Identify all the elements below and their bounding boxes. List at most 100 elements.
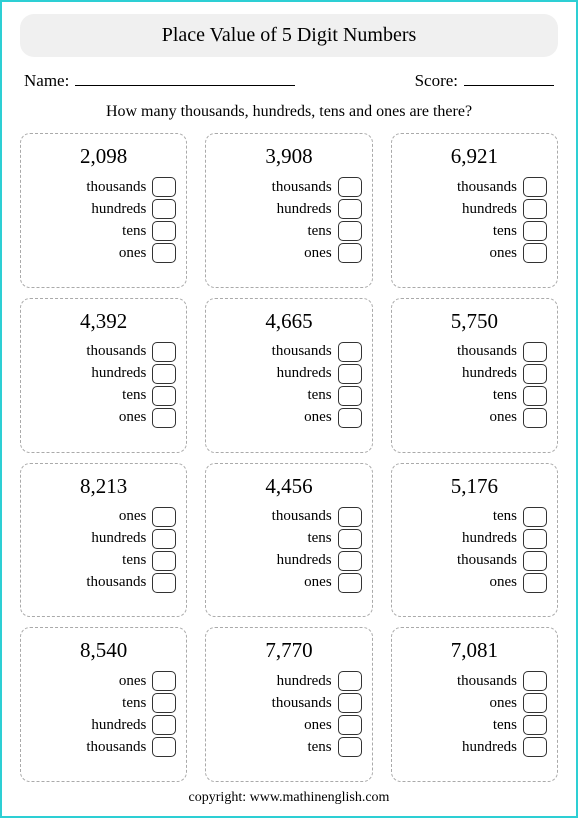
place-value-label: thousands <box>86 179 146 196</box>
answer-box[interactable] <box>523 715 547 735</box>
place-value-row: hundreds <box>402 364 547 384</box>
answer-box[interactable] <box>523 408 547 428</box>
answer-box[interactable] <box>152 573 176 593</box>
answer-box[interactable] <box>523 693 547 713</box>
problem-card: 4,456thousandstenshundredsones <box>205 463 372 618</box>
place-value-row: thousands <box>31 342 176 362</box>
problem-card: 8,540onestenshundredsthousands <box>20 627 187 782</box>
problem-number: 2,098 <box>31 144 176 169</box>
place-value-row: ones <box>31 243 176 263</box>
place-value-row: tens <box>402 507 547 527</box>
place-value-row: tens <box>402 386 547 406</box>
place-value-row: tens <box>31 551 176 571</box>
answer-box[interactable] <box>338 243 362 263</box>
answer-box[interactable] <box>523 573 547 593</box>
problem-number: 5,750 <box>402 309 547 334</box>
place-value-label: tens <box>122 387 146 404</box>
answer-box[interactable] <box>523 199 547 219</box>
answer-box[interactable] <box>338 551 362 571</box>
place-value-row: tens <box>216 529 361 549</box>
answer-box[interactable] <box>152 715 176 735</box>
answer-box[interactable] <box>338 671 362 691</box>
place-value-label: hundreds <box>91 530 146 547</box>
answer-box[interactable] <box>152 529 176 549</box>
place-value-label: hundreds <box>462 201 517 218</box>
answer-box[interactable] <box>152 408 176 428</box>
answer-box[interactable] <box>338 386 362 406</box>
place-value-label: tens <box>493 387 517 404</box>
place-value-row: thousands <box>31 573 176 593</box>
answer-box[interactable] <box>338 529 362 549</box>
answer-box[interactable] <box>338 507 362 527</box>
answer-box[interactable] <box>523 177 547 197</box>
place-value-label: ones <box>489 409 517 426</box>
place-value-label: tens <box>307 387 331 404</box>
place-value-label: ones <box>304 717 332 734</box>
answer-box[interactable] <box>338 199 362 219</box>
answer-box[interactable] <box>523 243 547 263</box>
place-value-row: hundreds <box>216 551 361 571</box>
answer-box[interactable] <box>338 342 362 362</box>
place-value-label: tens <box>122 223 146 240</box>
problem-number: 7,081 <box>402 638 547 663</box>
answer-box[interactable] <box>338 715 362 735</box>
answer-box[interactable] <box>152 507 176 527</box>
answer-box[interactable] <box>152 221 176 241</box>
place-value-row: ones <box>402 243 547 263</box>
problem-card: 6,921thousandshundredstensones <box>391 133 558 288</box>
place-value-row: tens <box>31 221 176 241</box>
answer-box[interactable] <box>152 551 176 571</box>
problem-number: 5,176 <box>402 474 547 499</box>
place-value-row: ones <box>216 408 361 428</box>
answer-box[interactable] <box>152 671 176 691</box>
place-value-label: tens <box>307 530 331 547</box>
place-value-row: thousands <box>216 507 361 527</box>
place-value-label: hundreds <box>91 365 146 382</box>
answer-box[interactable] <box>338 737 362 757</box>
answer-box[interactable] <box>338 693 362 713</box>
answer-box[interactable] <box>152 364 176 384</box>
answer-box[interactable] <box>152 199 176 219</box>
answer-box[interactable] <box>152 386 176 406</box>
place-value-row: thousands <box>402 177 547 197</box>
place-value-label: tens <box>493 717 517 734</box>
answer-box[interactable] <box>523 737 547 757</box>
answer-box[interactable] <box>338 408 362 428</box>
place-value-label: thousands <box>457 179 517 196</box>
answer-box[interactable] <box>523 551 547 571</box>
answer-box[interactable] <box>523 342 547 362</box>
name-input-line[interactable] <box>75 85 295 86</box>
place-value-row: tens <box>402 715 547 735</box>
place-value-row: hundreds <box>402 529 547 549</box>
answer-box[interactable] <box>523 386 547 406</box>
place-value-row: thousands <box>402 671 547 691</box>
problem-card: 2,098thousandshundredstensones <box>20 133 187 288</box>
score-input-line[interactable] <box>464 85 554 86</box>
answer-box[interactable] <box>523 529 547 549</box>
place-value-label: hundreds <box>462 530 517 547</box>
place-value-label: thousands <box>457 673 517 690</box>
copyright-footer: copyright: www.mathinenglish.com <box>20 790 558 806</box>
answer-box[interactable] <box>152 177 176 197</box>
answer-box[interactable] <box>523 364 547 384</box>
answer-box[interactable] <box>152 342 176 362</box>
place-value-row: tens <box>216 737 361 757</box>
answer-box[interactable] <box>523 221 547 241</box>
problem-number: 6,921 <box>402 144 547 169</box>
problem-number: 3,908 <box>216 144 361 169</box>
place-value-row: ones <box>31 671 176 691</box>
answer-box[interactable] <box>338 573 362 593</box>
answer-box[interactable] <box>152 693 176 713</box>
answer-box[interactable] <box>152 243 176 263</box>
answer-box[interactable] <box>152 737 176 757</box>
place-value-row: hundreds <box>402 199 547 219</box>
answer-box[interactable] <box>523 507 547 527</box>
answer-box[interactable] <box>338 177 362 197</box>
place-value-label: hundreds <box>462 365 517 382</box>
answer-box[interactable] <box>338 364 362 384</box>
answer-box[interactable] <box>338 221 362 241</box>
answer-box[interactable] <box>523 671 547 691</box>
place-value-label: thousands <box>457 343 517 360</box>
problem-number: 8,213 <box>31 474 176 499</box>
place-value-row: tens <box>216 386 361 406</box>
